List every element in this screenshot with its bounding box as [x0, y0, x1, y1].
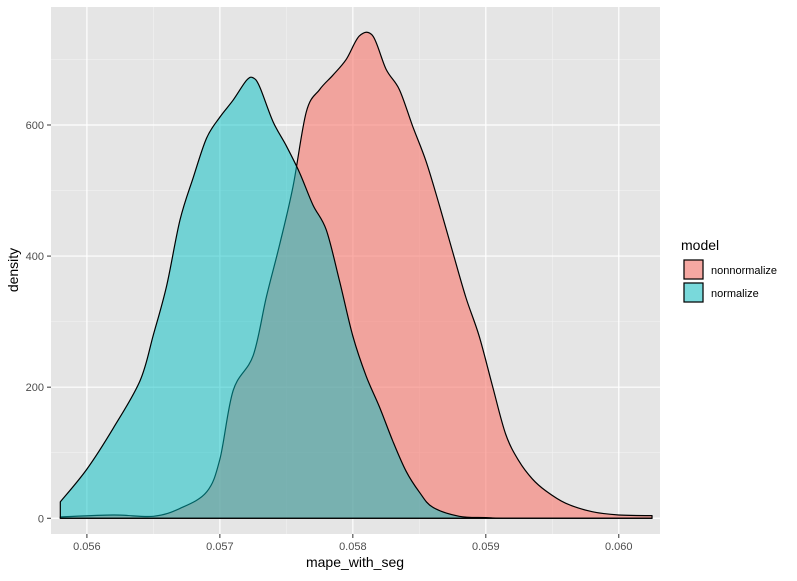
- x-tick-label: 0.058: [339, 541, 367, 553]
- density-areas: [59, 31, 653, 519]
- x-tick-label: 0.060: [605, 541, 633, 553]
- y-tick-label: 600: [26, 120, 44, 132]
- density-area-normalize: [59, 76, 653, 519]
- x-tick-label: 0.059: [472, 541, 500, 553]
- legend-swatch-nonnormalize: [683, 259, 704, 280]
- legend-title: model: [681, 237, 719, 253]
- x-axis-title: mape_with_seg: [306, 554, 404, 570]
- y-axis-title: density: [5, 248, 21, 292]
- y-tick-label: 0: [38, 513, 44, 525]
- y-tick-label: 200: [26, 382, 44, 394]
- legend: model nonnormalize normalize: [681, 237, 777, 303]
- legend-swatch-normalize: [683, 282, 704, 303]
- legend-label-normalize: normalize: [711, 288, 759, 300]
- y-axis: 0 200 400 600: [26, 120, 51, 525]
- x-tick-label: 0.057: [206, 541, 234, 553]
- y-tick-label: 400: [26, 251, 44, 263]
- x-tick-label: 0.056: [73, 541, 101, 553]
- legend-label-nonnormalize: nonnormalize: [711, 265, 777, 277]
- x-axis: 0.056 0.057 0.058 0.059 0.060: [73, 534, 633, 553]
